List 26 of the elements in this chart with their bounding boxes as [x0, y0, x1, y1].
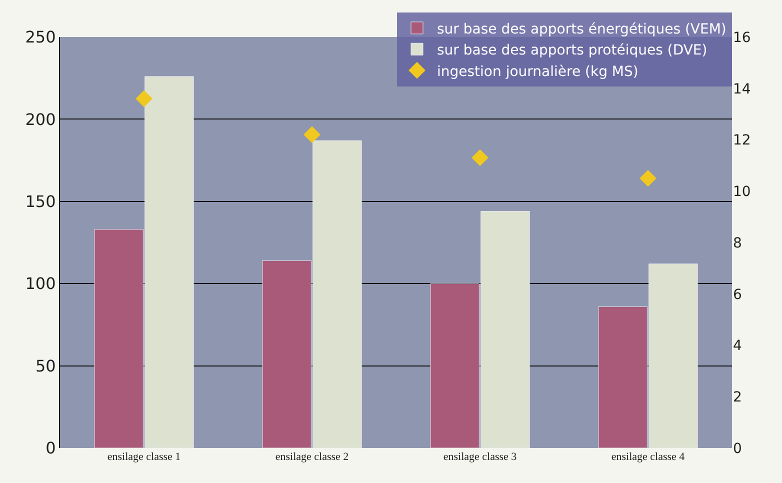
y2-tick-label: 10: [733, 184, 751, 200]
y-tick-label: 0: [46, 438, 56, 458]
y2-tick-label: 0: [733, 440, 742, 457]
point: [136, 90, 152, 108]
point: [640, 170, 656, 187]
legend-label: ingestion journalière (kg MS): [437, 64, 638, 80]
y-tick-label: 100: [25, 274, 56, 294]
point: [472, 149, 488, 166]
x-tick-label: ensilage classe 3: [443, 451, 518, 463]
y-tick-label: 200: [25, 110, 56, 129]
y-tick-label: 250: [25, 28, 56, 47]
x-tick-label: ensilage classe 4: [611, 451, 686, 463]
x-tick-label: ensilage classe 2: [275, 451, 349, 463]
legend-label: sur base des apports protéiques (DVE): [437, 42, 708, 59]
y-tick-label: 50: [35, 356, 56, 376]
y2-tick-label: 8: [733, 235, 742, 252]
y-tick-label: 150: [25, 192, 56, 211]
y2-tick-label: 4: [733, 338, 742, 354]
point: [304, 126, 320, 144]
y2-tick-label: 12: [733, 132, 751, 149]
x-tick-label: ensilage classe 1: [107, 451, 181, 463]
y2-tick-label: 6: [733, 286, 742, 303]
y2-tick-label: 16: [733, 30, 751, 46]
y2-tick-label: 14: [733, 81, 751, 98]
legend-label: sur base des apports énergétiques (VEM): [437, 21, 726, 38]
y2-tick-label: 2: [733, 390, 742, 406]
